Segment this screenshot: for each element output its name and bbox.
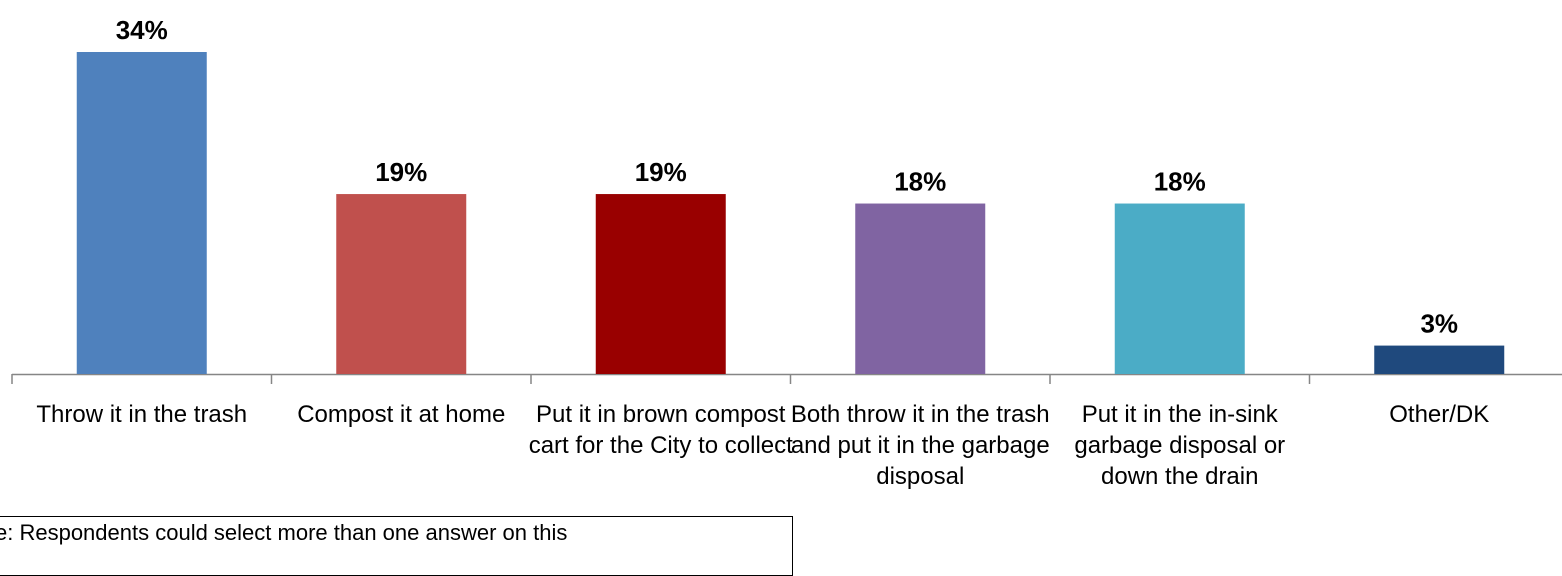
value-labels-group: 34% 19% 19% 18% 18% 3% [116,15,1458,339]
bar-value-label: 19% [375,157,427,187]
bars-group [76,52,1505,374]
bar [76,52,207,374]
bar-value-label: 19% [635,157,687,187]
category-label: Compost it at home [297,401,506,428]
bar-value-label: 34% [116,15,168,45]
bar [855,203,986,374]
category-label: Put it in the in-sink garbage disposal o… [1074,401,1286,490]
bar-chart: 34% 19% 19% 18% 18% 3% [11,15,1562,384]
x-axis-ticks [11,374,1311,384]
footnote-box: e: Respondents could select more than on… [0,516,793,576]
category-label: Both throw it in the trash and put it in… [790,401,1050,490]
bar [1114,203,1245,374]
bar-value-label: 3% [1420,309,1458,339]
bar-value-label: 18% [1154,167,1206,197]
bar [1374,345,1505,374]
bar [336,194,467,374]
bar-value-label: 18% [894,167,946,197]
category-label: Other/DK [1389,401,1490,428]
category-label: Throw it in the trash [36,401,248,428]
bar [595,194,726,374]
footnote-text: e: Respondents could select more than on… [0,520,568,545]
category-label: Put it in brown compost cart for the Cit… [528,401,793,459]
